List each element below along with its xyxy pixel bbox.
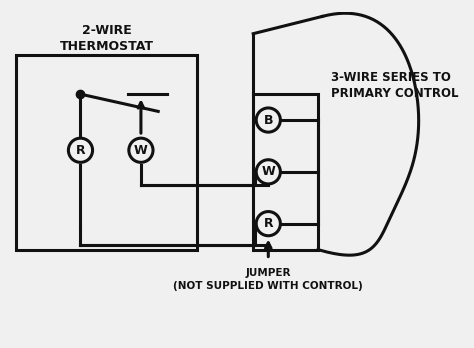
Text: W: W — [262, 165, 275, 178]
Circle shape — [129, 138, 153, 163]
Text: R: R — [76, 144, 85, 157]
Text: 3-WIRE SERIES TO
PRIMARY CONTROL: 3-WIRE SERIES TO PRIMARY CONTROL — [331, 71, 458, 100]
Bar — [253, 94, 318, 250]
Circle shape — [256, 212, 281, 236]
Bar — [16, 55, 197, 250]
Circle shape — [68, 138, 92, 163]
Text: R: R — [264, 217, 273, 230]
Text: 2-WIRE
THERMOSTAT: 2-WIRE THERMOSTAT — [59, 24, 154, 53]
Circle shape — [256, 160, 281, 184]
Circle shape — [256, 108, 281, 132]
Text: JUMPER
(NOT SUPPLIED WITH CONTROL): JUMPER (NOT SUPPLIED WITH CONTROL) — [173, 268, 363, 291]
Text: B: B — [264, 113, 273, 127]
Text: W: W — [134, 144, 148, 157]
